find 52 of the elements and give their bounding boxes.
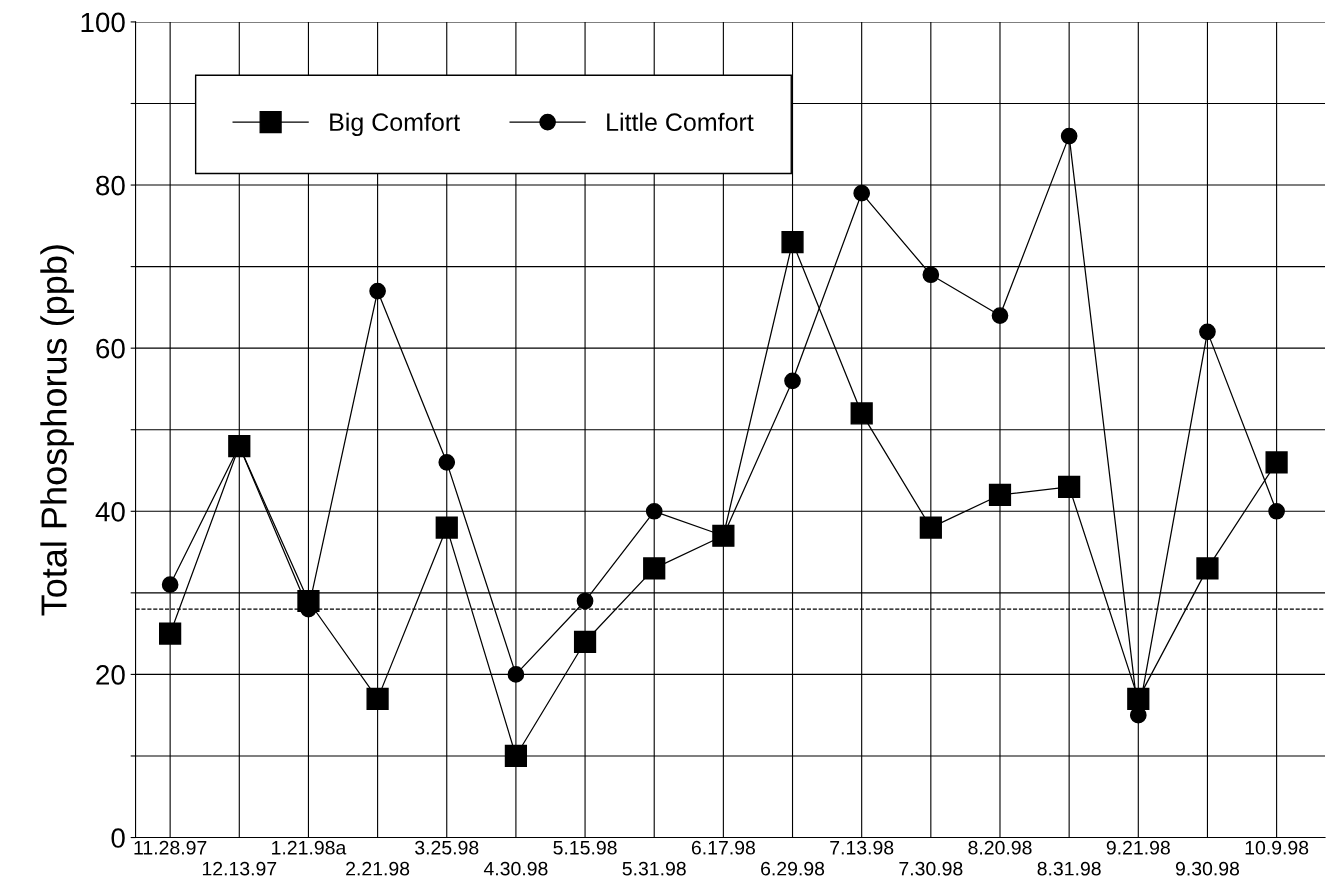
legend-label: Little Comfort [607,112,754,132]
point [1196,557,1219,580]
point [784,372,801,390]
point [507,666,525,683]
point [922,266,940,284]
point [643,557,666,580]
point [576,592,594,610]
x-tick-label: 7.13.98 [830,840,894,855]
x-tick-label: 9.30.98 [1175,861,1240,876]
x-tick-label: 3.25.98 [415,840,479,855]
point [161,576,179,594]
y-tick-label: 60 [96,338,125,359]
x-tick-label: 5.15.98 [553,840,617,855]
x-tick-label: 11.28.97 [134,840,207,855]
point [366,687,389,710]
point [781,231,804,254]
y-axis-title: Total Phosphorus (ppb) [40,245,74,616]
x-tick-label: 10.9.98 [1245,840,1309,855]
point [991,307,1009,324]
point [435,516,458,539]
point [369,282,386,300]
y-tick-label: 20 [96,665,125,685]
point [573,630,597,653]
x-tick-label: 12.13.97 [202,861,277,876]
x-tick-label: 6.29.98 [761,861,825,876]
point [853,184,871,202]
x-tick-label: 2.21.98 [346,861,410,876]
x-tick-label: 6.17.98 [691,840,755,855]
y-tick-label: 100 [81,12,125,33]
legend-label: Big Comfort [330,112,460,137]
x-tick-label: 8.20.98 [968,840,1032,855]
point [159,622,182,645]
point [850,402,873,425]
point [504,744,528,768]
point [1268,502,1285,520]
y-tick-label: 40 [95,501,125,522]
x-tick-label: 1.21.98a [272,840,347,855]
point [438,454,456,471]
y-tick-label: 80 [96,175,125,196]
point [988,483,1012,507]
point [1058,475,1081,498]
y-tick-label: 0 [111,828,125,848]
x-tick-label: 5.31.98 [622,861,686,876]
point [1265,451,1288,474]
x-tick-label: 4.30.98 [483,861,548,876]
point [1199,323,1216,341]
x-tick-label: 8.31.98 [1037,861,1101,876]
point [1060,127,1078,145]
x-tick-label: 7.30.98 [899,861,963,876]
x-tick-label: 9.21.98 [1106,840,1170,855]
point [919,516,942,539]
point [645,502,663,520]
